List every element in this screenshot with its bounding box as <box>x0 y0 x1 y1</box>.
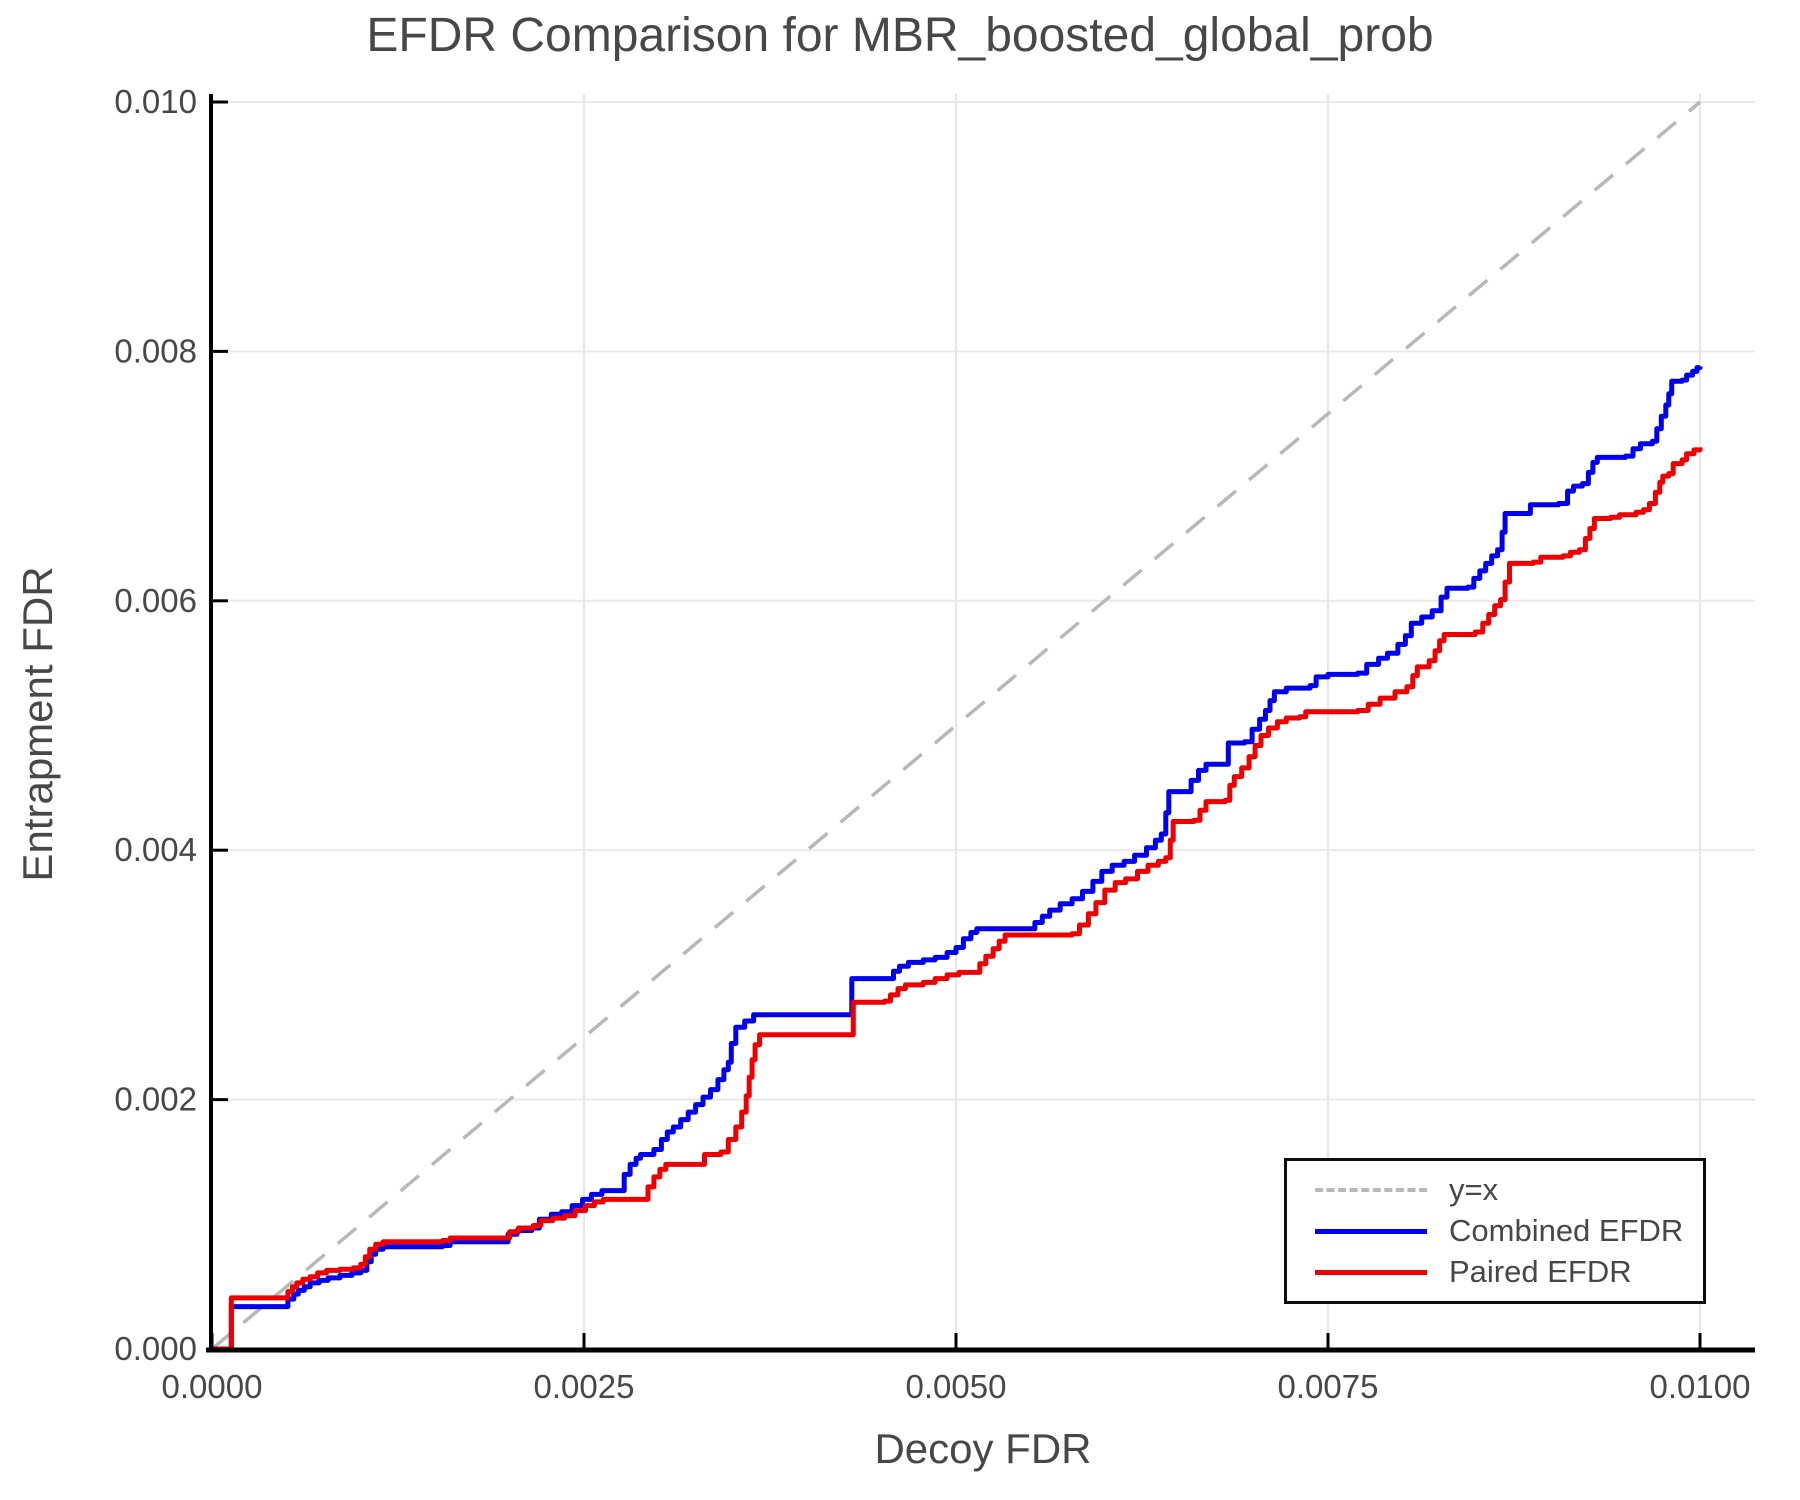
x-tick-label: 0.0050 <box>906 1368 1007 1405</box>
y-tick-label: 0.006 <box>114 582 197 619</box>
combined-efdr-line-sample <box>1315 1228 1427 1234</box>
x-tick-label: 0.0025 <box>534 1368 635 1405</box>
legend-label-diagonal: y=x <box>1449 1172 1499 1207</box>
x-tick-label: 0.0075 <box>1278 1368 1379 1405</box>
diagonal-line-sample <box>1315 1188 1427 1192</box>
paired-efdr-line-sample <box>1315 1269 1427 1275</box>
x-axis-title: Decoy FDR <box>874 1425 1092 1472</box>
legend-item-combined-efdr: Combined EFDR <box>1315 1214 1703 1248</box>
y-axis-title: Entrapment FDR <box>14 566 61 882</box>
chart-title: EFDR Comparison for MBR_boosted_global_p… <box>366 9 1434 62</box>
identity-line <box>210 100 1702 1351</box>
y-tick-label: 0.004 <box>114 831 197 868</box>
series-line-paired-efdr <box>212 447 1703 1352</box>
x-tick-label: 0.0100 <box>1650 1368 1751 1405</box>
y-tick-label: 0.002 <box>114 1081 197 1118</box>
legend-label-combined-efdr: Combined EFDR <box>1449 1213 1684 1248</box>
y-tick-label: 0.008 <box>114 332 197 369</box>
legend-item-diagonal: y=x <box>1315 1173 1703 1207</box>
y-tick-label: 0.000 <box>114 1330 197 1367</box>
y-tick-label: 0.010 <box>114 83 197 120</box>
legend-item-paired-efdr: Paired EFDR <box>1315 1255 1703 1289</box>
x-tick-label: 0.0000 <box>162 1368 263 1405</box>
legend: y=x Combined EFDR Paired EFDR <box>1284 1158 1706 1304</box>
legend-label-paired-efdr: Paired EFDR <box>1449 1254 1632 1289</box>
